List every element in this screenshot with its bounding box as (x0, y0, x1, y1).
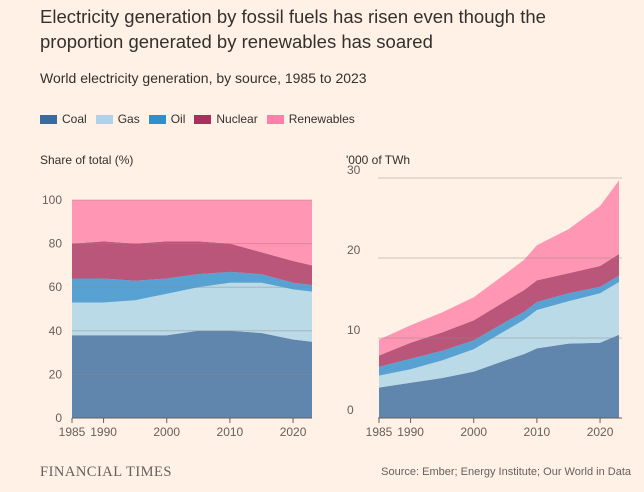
left-panel-ylabel: Share of total (%) (40, 153, 134, 167)
legend-label-oil: Oil (170, 112, 186, 126)
legend-item-renewables: Renewables (266, 112, 355, 126)
left-x-tick-label: 1985 (59, 425, 86, 439)
left-x-tick-label: 2010 (217, 425, 244, 439)
legend-label-nuclear: Nuclear (216, 112, 258, 126)
legend-swatch-gas (95, 114, 113, 124)
left-x-tick-label: 2020 (280, 425, 307, 439)
right-panel-ylabel: '000 of TWh (346, 153, 411, 167)
legend-label-coal: Coal (62, 112, 87, 126)
chart-title: Electricity generation by fossil fuels h… (40, 6, 546, 52)
legend-swatch-oil (148, 114, 166, 124)
left-y-tick-label: 80 (49, 237, 63, 251)
legend-label-gas: Gas (117, 112, 140, 126)
source-note: Source: Ember; Energy Institute; Our Wor… (381, 466, 631, 478)
left-chart: 0 20 40 60 80 100 1985 1990 2000 2010 2020 (42, 193, 312, 439)
chart-subtitle: World electricity generation, by source,… (40, 70, 367, 86)
left-y-tick-label: 100 (42, 193, 62, 207)
right-area-nuclear (379, 254, 619, 367)
left-x-tick-label: 1990 (90, 425, 117, 439)
left-area-nuclear (72, 241, 312, 285)
right-area-renewables (379, 180, 619, 356)
right-x-tick-label: 2010 (524, 425, 551, 439)
right-chart: 0 10 20 30 1985 1990 2000 2010 2020 (347, 163, 622, 439)
right-x-tick-label: 1990 (397, 425, 424, 439)
right-area-gas (379, 282, 619, 388)
legend-item-nuclear: Nuclear (194, 112, 258, 126)
left-y-tick-label: 20 (49, 367, 63, 381)
left-y-tick-label: 60 (49, 280, 63, 294)
ft-logo: FINANCIAL TIMES (40, 464, 172, 480)
left-y-tick-label: 0 (55, 411, 62, 425)
right-area-coal (379, 334, 619, 418)
right-area-oil (379, 275, 619, 376)
legend-swatch-coal (40, 114, 57, 124)
left-area-gas (72, 282, 312, 342)
legend-item-gas: Gas (95, 112, 140, 126)
left-area-oil (72, 271, 312, 303)
right-x-tick-label: 1985 (366, 425, 393, 439)
legend-swatch-renewables (266, 114, 284, 124)
right-x-tick-label: 2000 (460, 425, 487, 439)
left-area-renewables (72, 200, 312, 266)
legend-item-coal: Coal (40, 112, 87, 126)
left-y-tick-label: 40 (49, 324, 63, 338)
left-area-coal (72, 330, 312, 418)
right-y-tick-label: 10 (347, 323, 361, 337)
right-y-tick-label: 0 (347, 403, 354, 417)
right-x-tick-label: 2020 (587, 425, 614, 439)
legend: Coal Gas Oil Nuclear Renewables (40, 112, 364, 126)
legend-item-oil: Oil (148, 112, 186, 126)
left-x-tick-label: 2000 (153, 425, 180, 439)
legend-swatch-nuclear (194, 114, 212, 124)
right-y-tick-label: 20 (347, 243, 361, 257)
legend-label-renewables: Renewables (288, 112, 355, 126)
right-y-tick-label: 30 (347, 163, 361, 177)
